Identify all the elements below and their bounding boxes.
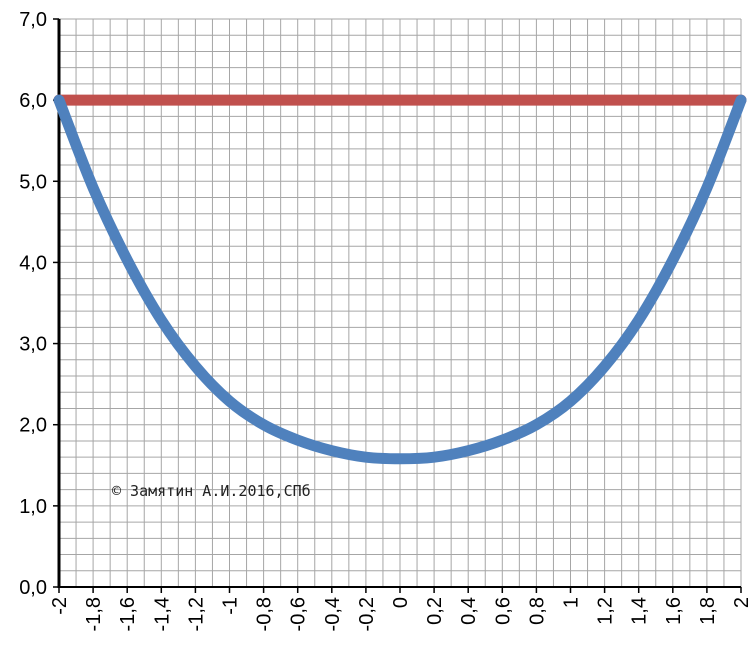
x-tick-label: 1,8 — [697, 597, 719, 625]
x-tick-label: 1,2 — [595, 597, 617, 625]
y-tick-label: 5,0 — [19, 171, 47, 193]
y-axis-tick-labels: 0,0 1,0 2,0 3,0 4,0 5,0 6,0 7,0 — [19, 9, 47, 599]
x-tick-label: 0,8 — [526, 597, 548, 625]
copyright-watermark: © Замятин А.И.2016,СПб — [112, 482, 311, 500]
x-tick-label: -0,6 — [288, 597, 310, 631]
x-tick-label: 1 — [561, 597, 583, 608]
y-tick-label: 0,0 — [19, 577, 47, 599]
x-tick-label: -1 — [220, 597, 242, 615]
x-tick-label: -1,4 — [151, 597, 173, 631]
x-tick-label: 1,6 — [663, 597, 685, 625]
watermark: © Замятин А.И.2016,СПб — [112, 482, 311, 500]
x-tick-label: 0,2 — [424, 597, 446, 625]
x-tick-label: -1,2 — [185, 597, 207, 631]
x-axis-tick-labels: -2 -1,8 -1,6 -1,4 -1,2 -1 -0,8 -0,6 -0,4 -0,2 0 0,2… — [49, 597, 751, 631]
y-tick-label: 4,0 — [19, 252, 47, 274]
y-tick-label: 2,0 — [19, 415, 47, 437]
x-tick-label: -0,4 — [322, 597, 344, 631]
y-tick-label: 6,0 — [19, 90, 47, 112]
y-tick-label: 7,0 — [19, 9, 47, 31]
x-tick-label: 2 — [731, 597, 751, 608]
x-tick-label: 0,6 — [492, 597, 514, 625]
x-tick-label: -1,6 — [117, 597, 139, 631]
x-tick-label: 0,4 — [458, 597, 480, 625]
series-line-blue-curve — [53, 94, 747, 465]
y-tick-label: 3,0 — [19, 334, 47, 356]
x-tick-label: -2 — [49, 597, 71, 615]
y-tick-label: 1,0 — [19, 496, 47, 518]
x-tick-label: 0 — [390, 597, 412, 608]
x-tick-label: -0,2 — [356, 597, 378, 631]
x-tick-label: -1,8 — [83, 597, 105, 631]
x-tick-label: -0,8 — [254, 597, 276, 631]
plot-series — [53, 94, 747, 465]
x-tick-label: 1,4 — [629, 597, 651, 625]
